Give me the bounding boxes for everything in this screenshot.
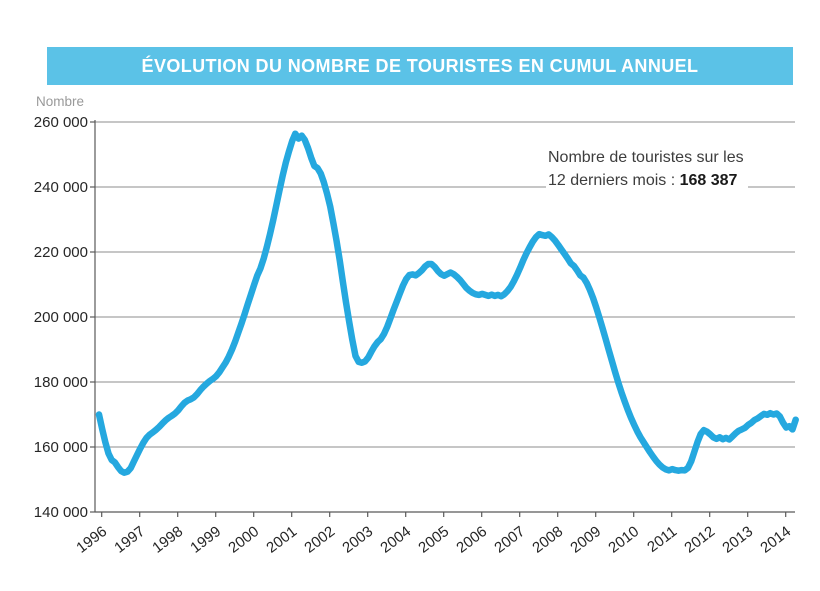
tourist-count-annotation: Nombre de touristes sur les 12 derniers … [546,144,748,196]
y-tick-label: 240 000 [33,178,88,196]
y-tick-label: 140 000 [33,503,88,521]
y-tick-label: 200 000 [33,308,88,326]
y-tick-label: 220 000 [33,243,88,261]
y-tick-label: 260 000 [33,113,88,131]
tourist-count-line [95,130,799,476]
y-tick-label: 160 000 [33,438,88,456]
chart-title-bar: ÉVOLUTION DU NOMBRE DE TOURISTES EN CUMU… [47,47,793,85]
annotation-line2-prefix: 12 derniers mois : [548,172,680,189]
chart-title: ÉVOLUTION DU NOMBRE DE TOURISTES EN CUMU… [141,55,699,76]
y-axis-title: Nombre [36,94,85,109]
annotation-line1: Nombre de touristes sur les [548,149,744,166]
y-tick-label: 180 000 [33,373,88,391]
annotation-value: 168 387 [679,172,738,189]
